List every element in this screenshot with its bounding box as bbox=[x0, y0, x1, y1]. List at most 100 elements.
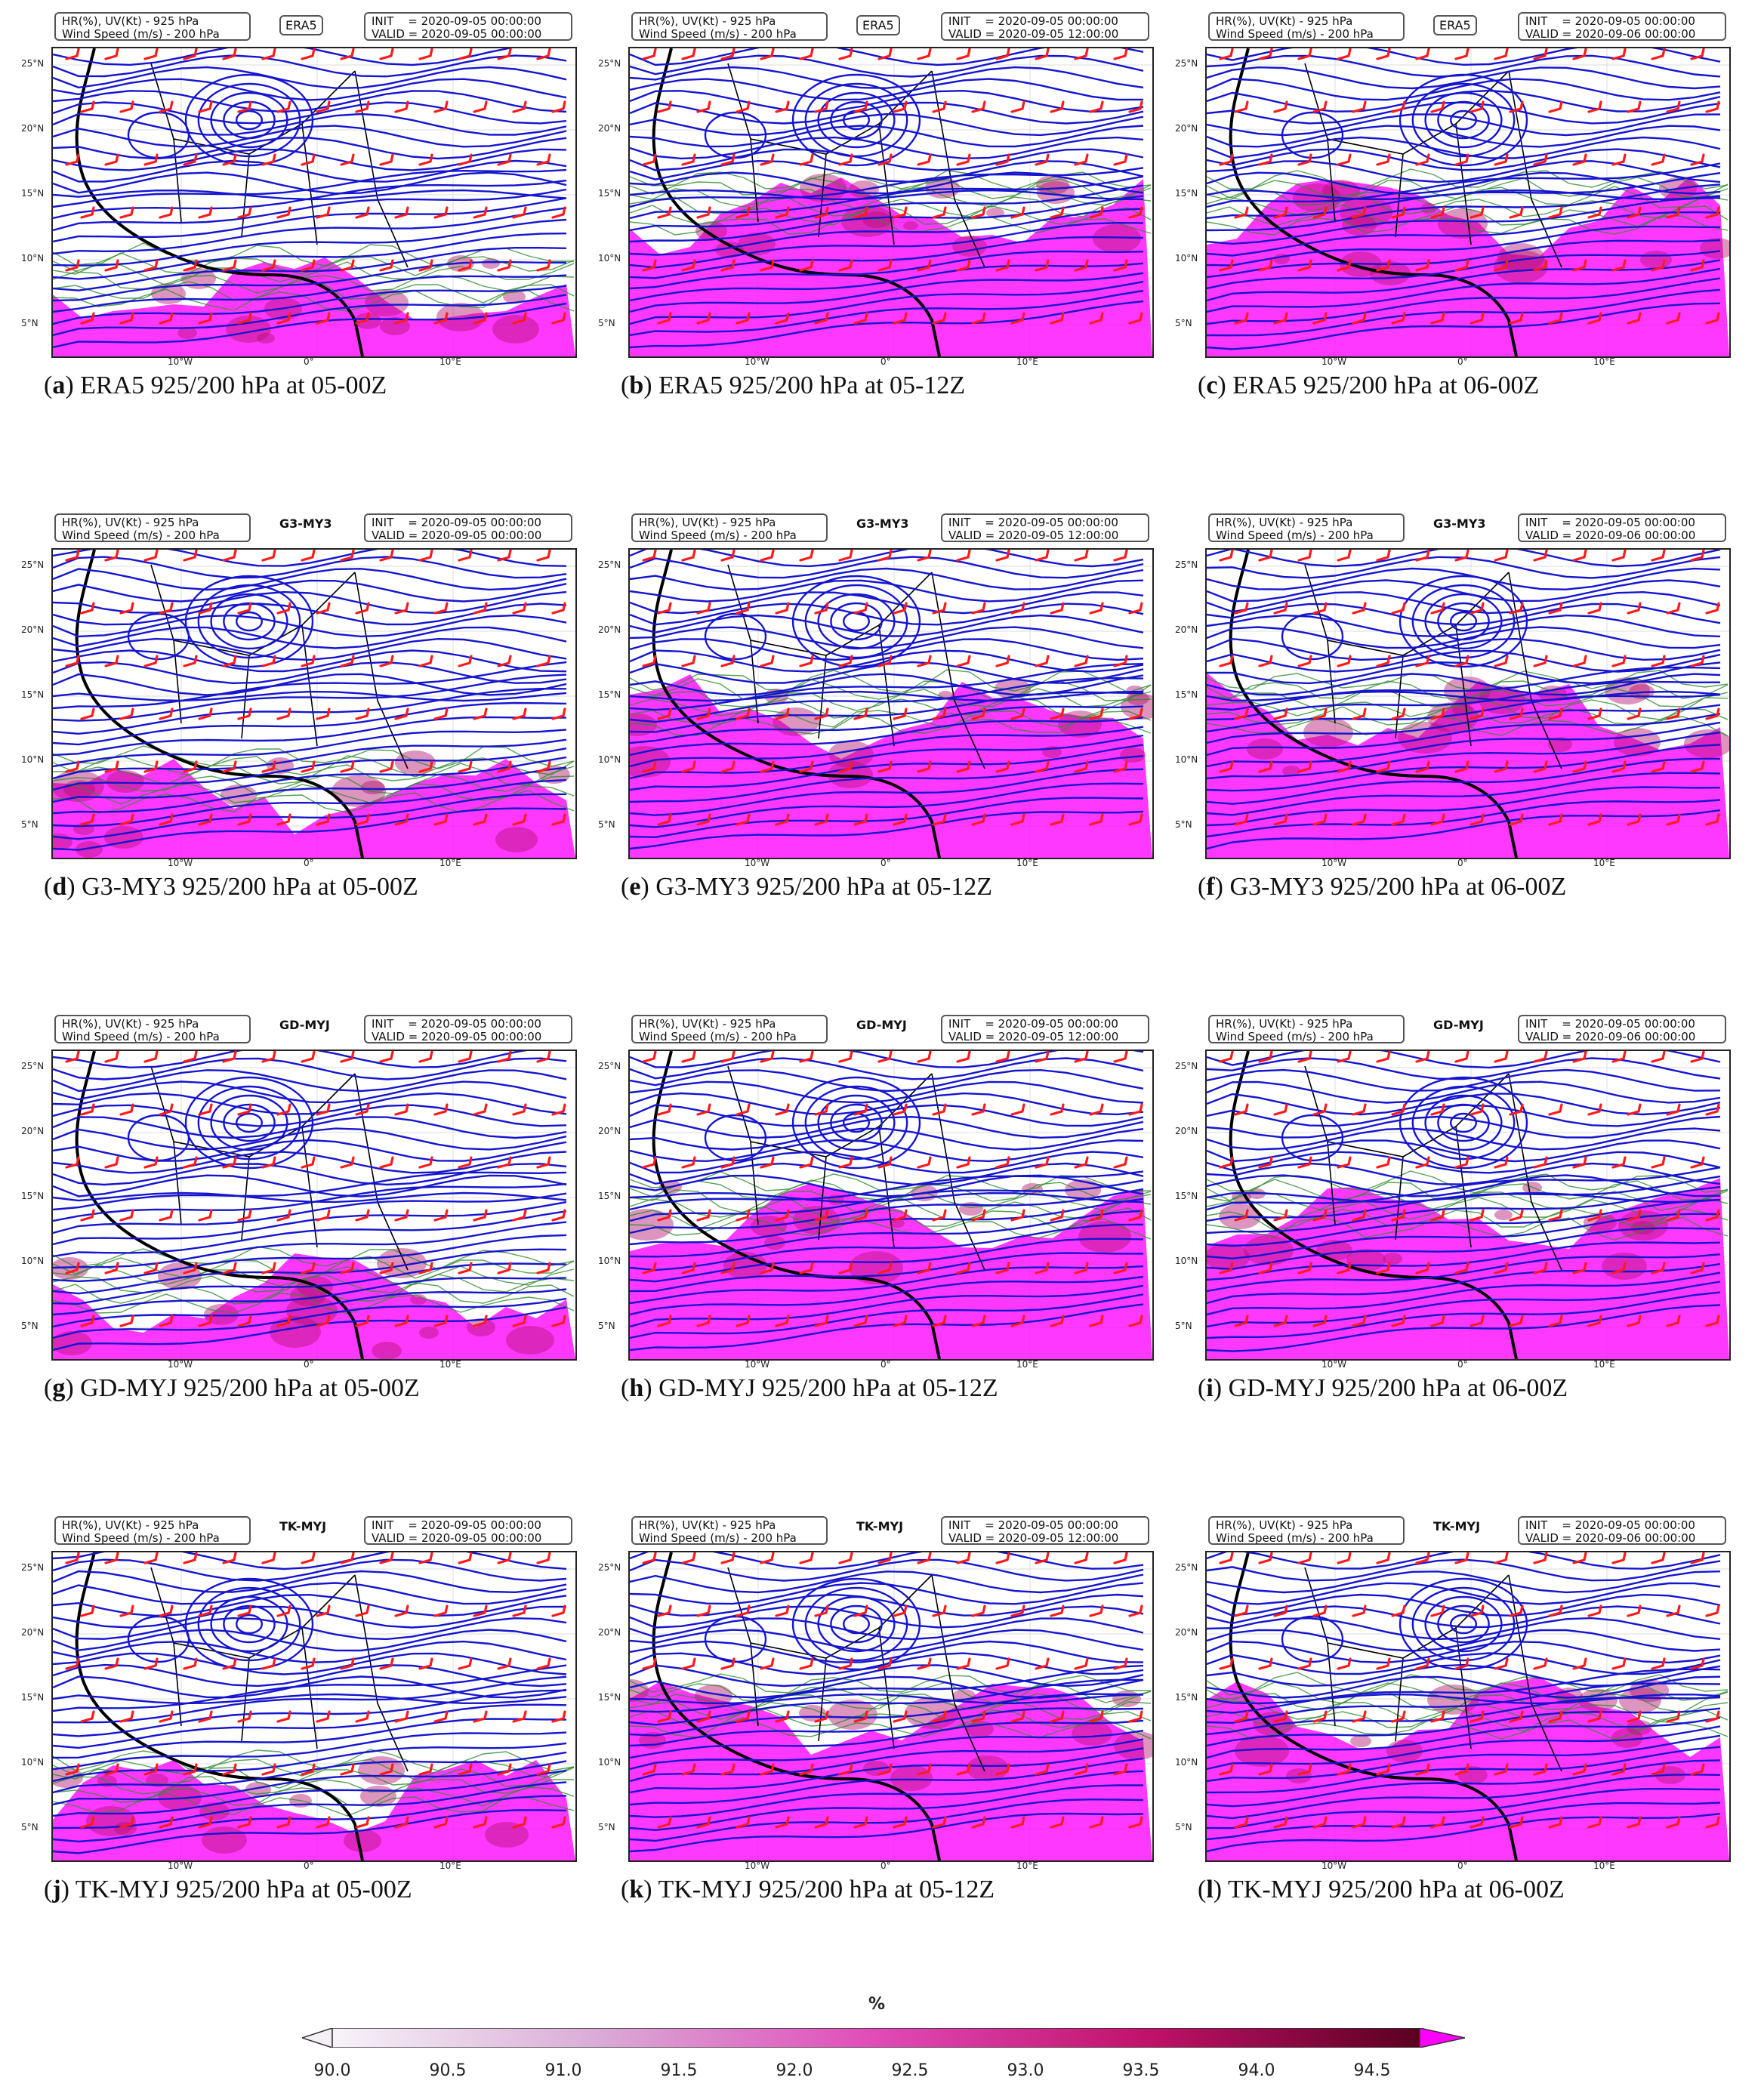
lat-tick-label: 20°N bbox=[1175, 624, 1198, 635]
lon-tick-label: 10°E bbox=[439, 858, 461, 868]
lat-tick-label: 25°N bbox=[21, 1562, 45, 1573]
map-plot-area bbox=[1205, 1050, 1731, 1361]
lat-tick-label: 20°N bbox=[598, 123, 621, 134]
lon-tick-label: 10°W bbox=[745, 1359, 770, 1370]
lat-tick-label: 20°N bbox=[1175, 123, 1198, 134]
variables-legend-box: HR(%), UV(Kt) - 925 hPa Wind Speed (m/s)… bbox=[631, 513, 828, 542]
streamline-barb-map bbox=[53, 48, 575, 356]
lon-tick-label: 0° bbox=[880, 1860, 891, 1871]
init-valid-box: INIT = 2020-09-05 00:00:00 VALID = 2020-… bbox=[1518, 1015, 1726, 1043]
variables-legend-box: HR(%), UV(Kt) - 925 hPa Wind Speed (m/s)… bbox=[54, 12, 251, 41]
panel-caption: (j) TK-MYJ 925/200 hPa at 05-00Z bbox=[44, 1876, 412, 1903]
lat-tick-label: 5°N bbox=[21, 318, 39, 328]
streamline-barb-map bbox=[1207, 1552, 1729, 1860]
streamline-barb-map bbox=[53, 550, 575, 858]
lon-tick-label: 10°W bbox=[1321, 1359, 1347, 1370]
lat-tick-label: 25°N bbox=[21, 1061, 45, 1071]
panel-caption-text: ERA5 925/200 hPa at 05-12Z bbox=[658, 371, 966, 399]
panel-caption: (l) TK-MYJ 925/200 hPa at 06-00Z bbox=[1198, 1876, 1565, 1903]
lat-tick-label: 20°N bbox=[21, 624, 45, 635]
lat-tick-label: 15°N bbox=[1175, 188, 1198, 199]
lon-tick-label: 10°E bbox=[1593, 356, 1615, 367]
streamline-barb-map bbox=[630, 1552, 1152, 1860]
lat-tick-label: 25°N bbox=[598, 58, 621, 69]
panel-caption: (b) ERA5 925/200 hPa at 05-12Z bbox=[621, 371, 966, 399]
colorbar-tick: 94.5 bbox=[1353, 2061, 1391, 2080]
map-plot-area bbox=[628, 1050, 1154, 1361]
panel-letter: j bbox=[52, 1876, 61, 1903]
colorbar-tick: 93.5 bbox=[1122, 2061, 1160, 2080]
map-plot-area bbox=[51, 548, 577, 859]
lat-tick-label: 15°N bbox=[1175, 689, 1198, 700]
panel-caption: (k) TK-MYJ 925/200 hPa at 05-12Z bbox=[621, 1876, 995, 1903]
lat-tick-label: 10°N bbox=[21, 253, 45, 264]
streamline-barb-map bbox=[630, 48, 1152, 356]
lon-tick-label: 0° bbox=[880, 356, 891, 367]
lat-tick-label: 10°N bbox=[21, 1256, 45, 1266]
lat-tick-label: 20°N bbox=[598, 1126, 621, 1136]
colorbar-under-arrow bbox=[302, 2028, 333, 2048]
variables-legend-box: HR(%), UV(Kt) - 925 hPa Wind Speed (m/s)… bbox=[631, 1015, 828, 1043]
init-valid-box: INIT = 2020-09-05 00:00:00 VALID = 2020-… bbox=[1518, 1516, 1726, 1545]
lat-tick-label: 25°N bbox=[21, 58, 45, 69]
lon-tick-label: 10°W bbox=[168, 858, 193, 868]
panel-letter: c bbox=[1206, 371, 1218, 399]
lat-tick-label: 15°N bbox=[21, 1191, 45, 1201]
lon-tick-label: 10°W bbox=[1321, 858, 1347, 868]
lat-tick-label: 20°N bbox=[21, 123, 45, 134]
map-frame: HR(%), UV(Kt) - 925 hPa Wind Speed (m/s)… bbox=[1175, 1009, 1734, 1370]
init-valid-box: INIT = 2020-09-05 00:00:00 VALID = 2020-… bbox=[941, 1015, 1149, 1043]
panel-caption: (h) GD-MYJ 925/200 hPa at 05-12Z bbox=[621, 1374, 998, 1402]
lon-tick-label: 0° bbox=[1457, 356, 1468, 367]
model-label: G3-MY3 bbox=[856, 516, 909, 531]
lat-tick-label: 20°N bbox=[1175, 1126, 1198, 1136]
colorbar bbox=[302, 2028, 1465, 2048]
variables-legend-box: HR(%), UV(Kt) - 925 hPa Wind Speed (m/s)… bbox=[631, 12, 828, 41]
map-frame: HR(%), UV(Kt) - 925 hPa Wind Speed (m/s)… bbox=[1175, 507, 1734, 868]
init-valid-box: INIT = 2020-09-05 00:00:00 VALID = 2020-… bbox=[941, 1516, 1149, 1545]
colorbar-tick: 94.0 bbox=[1238, 2061, 1275, 2080]
colorbar-tick: 93.0 bbox=[1007, 2061, 1044, 2080]
lat-tick-label: 15°N bbox=[21, 689, 45, 700]
lon-tick-label: 10°E bbox=[1593, 1860, 1615, 1871]
lat-tick-label: 20°N bbox=[598, 624, 621, 635]
init-valid-box: INIT = 2020-09-05 00:00:00 VALID = 2020-… bbox=[941, 12, 1149, 41]
variables-legend-box: HR(%), UV(Kt) - 925 hPa Wind Speed (m/s)… bbox=[54, 513, 251, 542]
map-frame: HR(%), UV(Kt) - 925 hPa Wind Speed (m/s)… bbox=[21, 1009, 580, 1370]
lon-tick-label: 0° bbox=[1457, 858, 1468, 868]
panel-caption: (d) G3-MY3 925/200 hPa at 05-00Z bbox=[44, 873, 418, 901]
lat-tick-label: 15°N bbox=[1175, 1692, 1198, 1703]
streamline-barb-map bbox=[1207, 1051, 1729, 1359]
init-valid-box: INIT = 2020-09-05 00:00:00 VALID = 2020-… bbox=[364, 12, 572, 41]
lon-tick-label: 10°W bbox=[1321, 356, 1347, 367]
lat-tick-label: 25°N bbox=[598, 559, 621, 570]
lat-tick-label: 25°N bbox=[598, 1562, 621, 1573]
panel-letter: g bbox=[52, 1374, 66, 1402]
lat-tick-label: 10°N bbox=[598, 253, 621, 264]
lat-tick-label: 5°N bbox=[1175, 1321, 1192, 1331]
lon-tick-label: 10°W bbox=[745, 1860, 770, 1871]
lat-tick-label: 5°N bbox=[598, 1321, 615, 1331]
lat-tick-label: 20°N bbox=[21, 1627, 45, 1638]
lon-tick-label: 0° bbox=[880, 1359, 891, 1370]
colorbar-tick: 92.0 bbox=[776, 2061, 813, 2080]
streamline-barb-map bbox=[1207, 550, 1729, 858]
map-plot-area bbox=[628, 47, 1154, 358]
init-valid-box: INIT = 2020-09-05 00:00:00 VALID = 2020-… bbox=[364, 1516, 572, 1545]
lat-tick-label: 20°N bbox=[1175, 1627, 1198, 1638]
lon-tick-label: 0° bbox=[1457, 1860, 1468, 1871]
panel-caption-text: TK-MYJ 925/200 hPa at 06-00Z bbox=[1228, 1876, 1565, 1903]
lon-tick-label: 0° bbox=[304, 1359, 314, 1370]
lat-tick-label: 25°N bbox=[21, 559, 45, 570]
lat-tick-label: 5°N bbox=[1175, 318, 1192, 328]
variables-legend-box: HR(%), UV(Kt) - 925 hPa Wind Speed (m/s)… bbox=[1208, 513, 1405, 542]
model-label: ERA5 bbox=[279, 15, 323, 35]
panel-caption-text: G3-MY3 925/200 hPa at 06-00Z bbox=[1229, 873, 1567, 901]
lat-tick-label: 10°N bbox=[21, 754, 45, 765]
map-plot-area bbox=[1205, 1551, 1731, 1862]
map-plot-area bbox=[51, 47, 577, 358]
map-plot-area bbox=[1205, 548, 1731, 859]
panel-letter: l bbox=[1206, 1876, 1214, 1903]
lon-tick-label: 0° bbox=[304, 1860, 314, 1871]
panel-caption: (a) ERA5 925/200 hPa at 05-00Z bbox=[44, 371, 387, 399]
